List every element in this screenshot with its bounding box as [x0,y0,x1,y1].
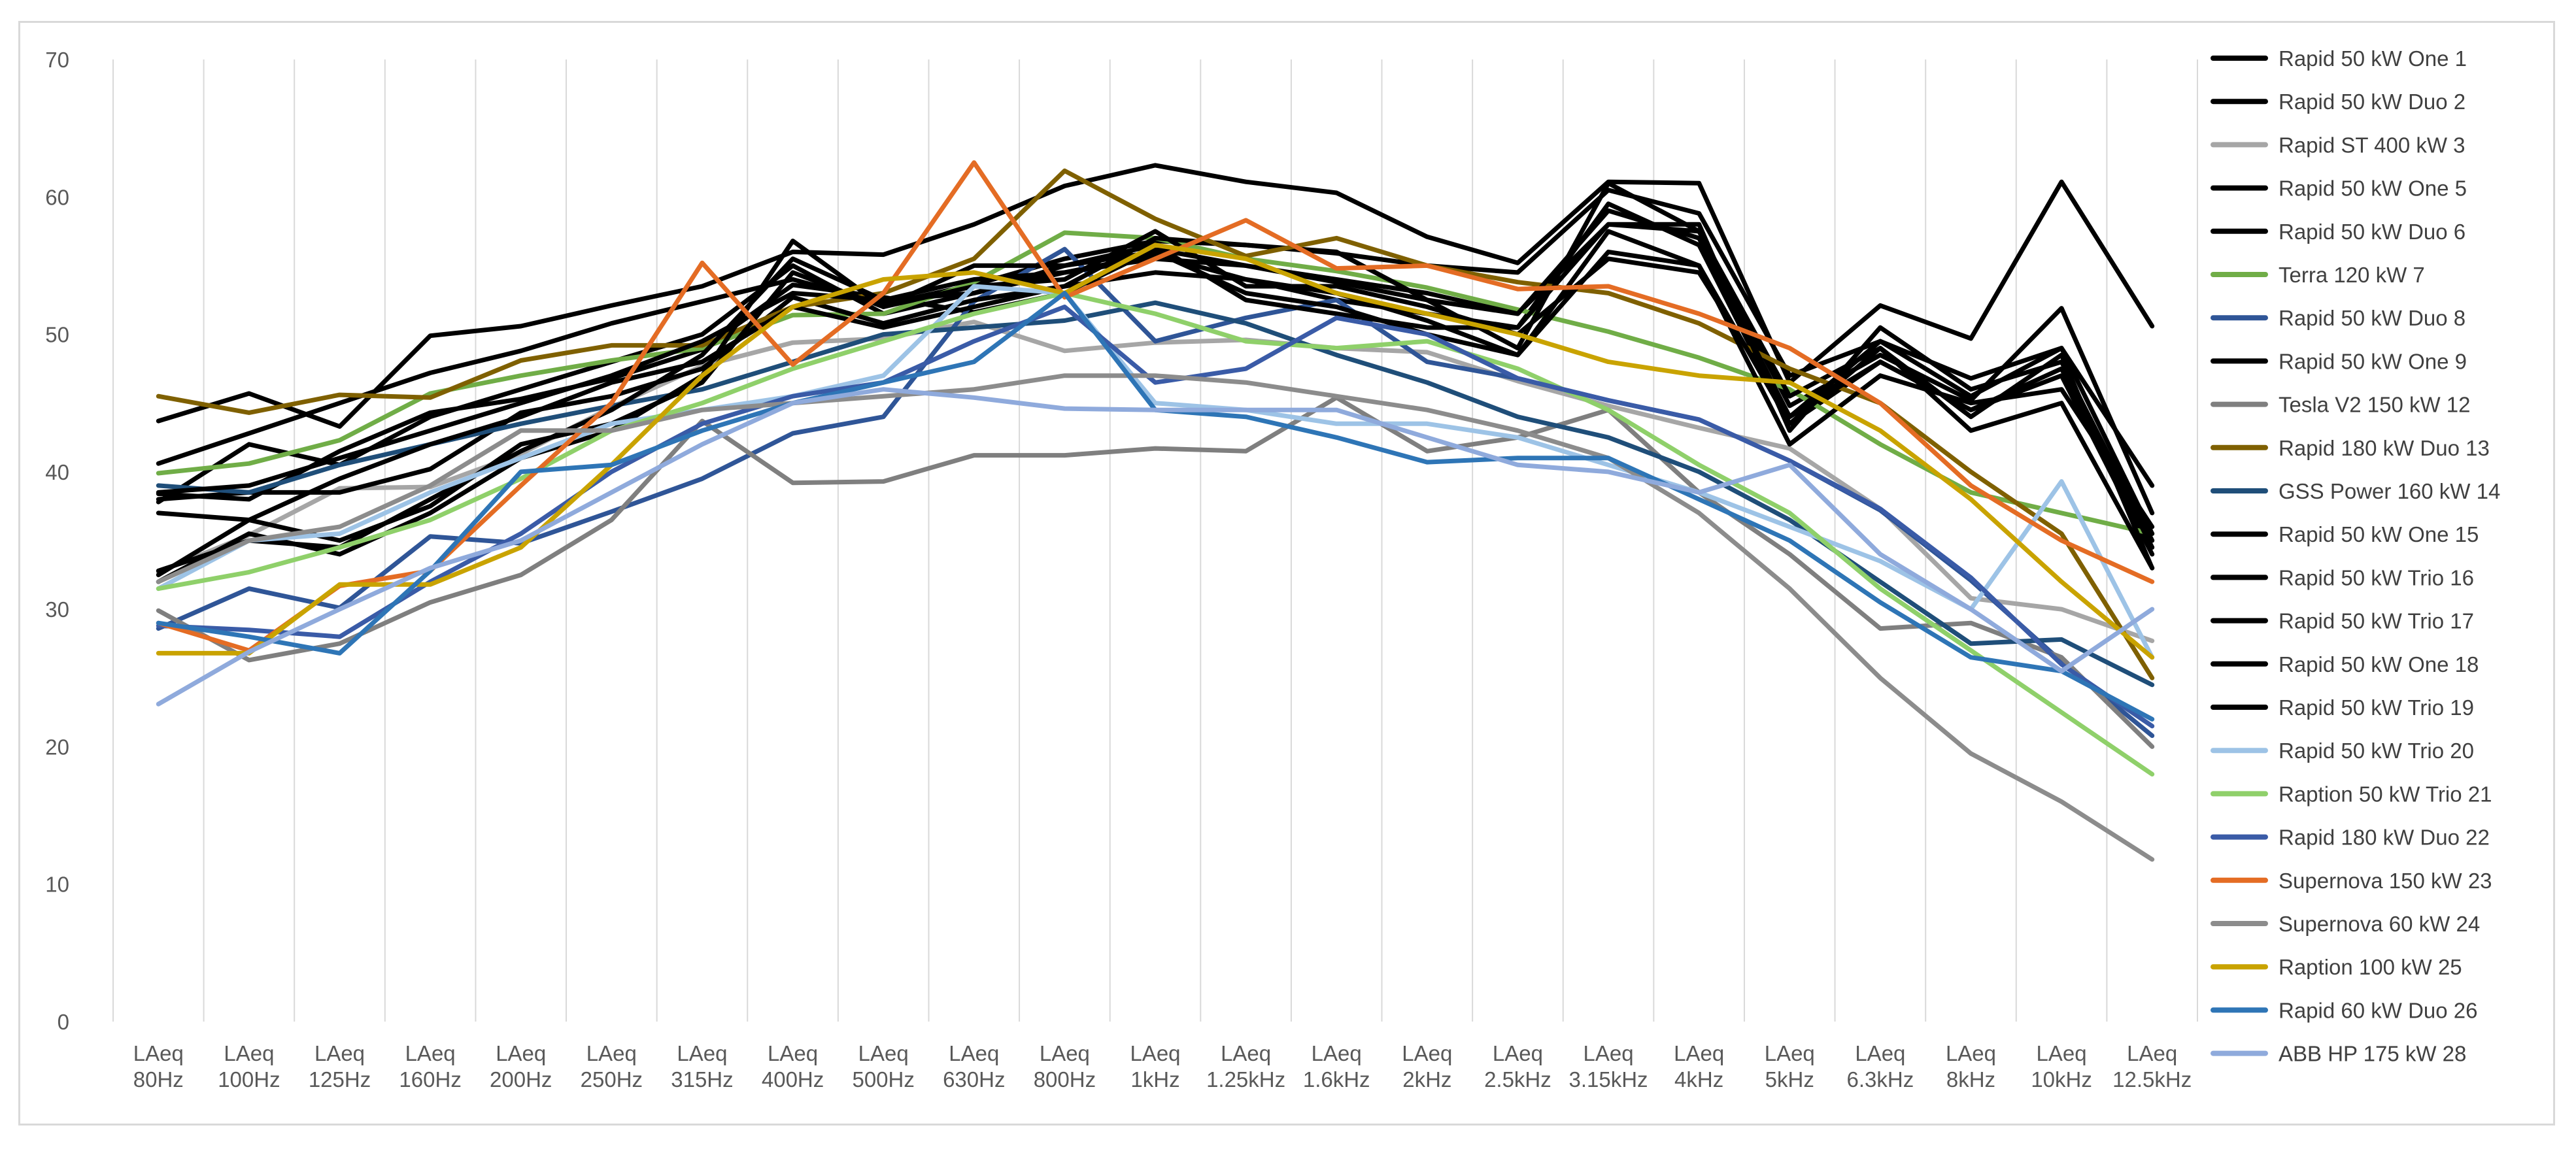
x-tick-label: LAeq 6.3kHz [1847,1041,1914,1092]
legend-entry: Rapid 50 kW Duo 2 [2279,90,2466,114]
series-line [156,291,2155,776]
y-tick-label: 40 [45,460,69,484]
legend-entry: Rapid 50 kW Trio 16 [2279,565,2474,590]
legend-entry: Terra 120 kW 7 [2279,263,2425,287]
y-axis-ticks: 0 10 20 30 40 50 60 70 [45,48,69,1034]
legend-entry: Rapid 50 kW One 9 [2279,349,2467,373]
series-line [156,188,2155,488]
x-tick-label: LAeq 100Hz [218,1041,280,1092]
x-tick-label: LAeq 8kHz [1946,1041,1996,1092]
x-tick-label: LAeq 500Hz [852,1041,914,1092]
series-lines [156,160,2155,862]
x-tick-label: LAeq 10kHz [2031,1041,2092,1092]
x-tick-label: LAeq 1.25kHz [1206,1041,1285,1092]
x-tick-label: LAeq 250Hz [581,1041,643,1092]
x-tick-label: LAeq 2.5kHz [1484,1041,1551,1092]
legend-entry: Raption 50 kW Trio 21 [2279,782,2492,806]
x-tick-label: LAeq 200Hz [490,1041,552,1092]
x-tick-label: LAeq 800Hz [1034,1041,1096,1092]
legend-entry: Supernova 60 kW 24 [2279,912,2480,936]
series-line [156,229,2155,529]
legend-entry: Rapid 50 kW One 18 [2279,652,2479,676]
series-line [156,163,2155,429]
legend-entry: Rapid 180 kW Duo 13 [2279,436,2490,460]
x-tick-label: LAeq 4kHz [1674,1041,1724,1092]
y-tick-label: 60 [45,185,69,209]
y-tick-label: 20 [45,735,69,759]
x-tick-label: LAeq 2kHz [1402,1041,1452,1092]
legend-entry: Rapid 50 kW Duo 8 [2279,306,2466,330]
legend-entry: Tesla V2 150 kW 12 [2279,393,2471,417]
x-tick-label: LAeq 1.6kHz [1303,1041,1370,1092]
legend-entry: ABB HP 175 kW 28 [2279,1042,2466,1066]
legend-entry: Rapid 50 kW Trio 19 [2279,695,2474,720]
legend-entry: Rapid 50 kW One 5 [2279,176,2467,201]
x-tick-label: LAeq 160Hz [399,1041,461,1092]
y-tick-label: 10 [45,873,69,897]
x-tick-label: LAeq 315Hz [671,1041,733,1092]
series-line [156,373,2155,862]
x-tick-label: LAeq 1kHz [1130,1041,1180,1092]
x-tick-label: LAeq 3.15kHz [1569,1041,1648,1092]
x-tick-label: LAeq 630Hz [943,1041,1005,1092]
x-tick-label: LAeq 80Hz [133,1041,184,1092]
x-tick-label: LAeq 125Hz [309,1041,371,1092]
series-line [156,168,2155,680]
y-tick-label: 70 [45,48,69,72]
series-line [156,201,2155,557]
legend-entry: Rapid 50 kW One 15 [2279,522,2479,546]
legend-entry: Rapid 50 kW Trio 17 [2279,609,2474,633]
series-line [156,387,2155,707]
legend-entry: Rapid 50 kW Duo 6 [2279,220,2466,244]
legend-entry: Rapid 180 kW Duo 22 [2279,826,2490,850]
legend-entry: Rapid 50 kW Trio 20 [2279,739,2474,763]
series-line [156,160,2155,653]
y-tick-label: 0 [58,1010,69,1034]
line-chart: 0 10 20 30 40 50 60 70 LAeq 80Hz LAeq 100Hz LAeq 125… [45,46,2500,1092]
legend-entry: Rapid 60 kW Duo 26 [2279,998,2478,1022]
x-axis-ticks: LAeq 80Hz LAeq 100Hz LAeq 125Hz LAeq 160Hz LAeq 2… [133,1041,2192,1092]
x-tick-label: LAeq 400Hz [762,1041,824,1092]
legend-entry: Rapid ST 400 kW 3 [2279,133,2466,157]
legend-entry: GSS Power 160 kW 14 [2279,479,2500,503]
x-tick-label: LAeq 12.5kHz [2112,1041,2192,1092]
legend-entry: Rapid 50 kW One 1 [2279,46,2467,71]
legend-entry: Raption 100 kW 25 [2279,955,2462,979]
legend: Rapid 50 kW One 1 Rapid 50 kW Duo 2 Rapid … [2211,46,2500,1066]
y-tick-label: 30 [45,597,69,622]
series-line [156,242,2155,660]
x-tick-label: LAeq 5kHz [1765,1041,1815,1092]
chart-frame: 0 10 20 30 40 50 60 70 LAeq 80Hz LAeq 100Hz LAeq 125… [18,21,2555,1126]
legend-entry: Supernova 150 kW 23 [2279,869,2492,893]
gridlines [112,59,2198,1022]
y-tick-label: 50 [45,323,69,347]
series-line [156,395,2155,749]
